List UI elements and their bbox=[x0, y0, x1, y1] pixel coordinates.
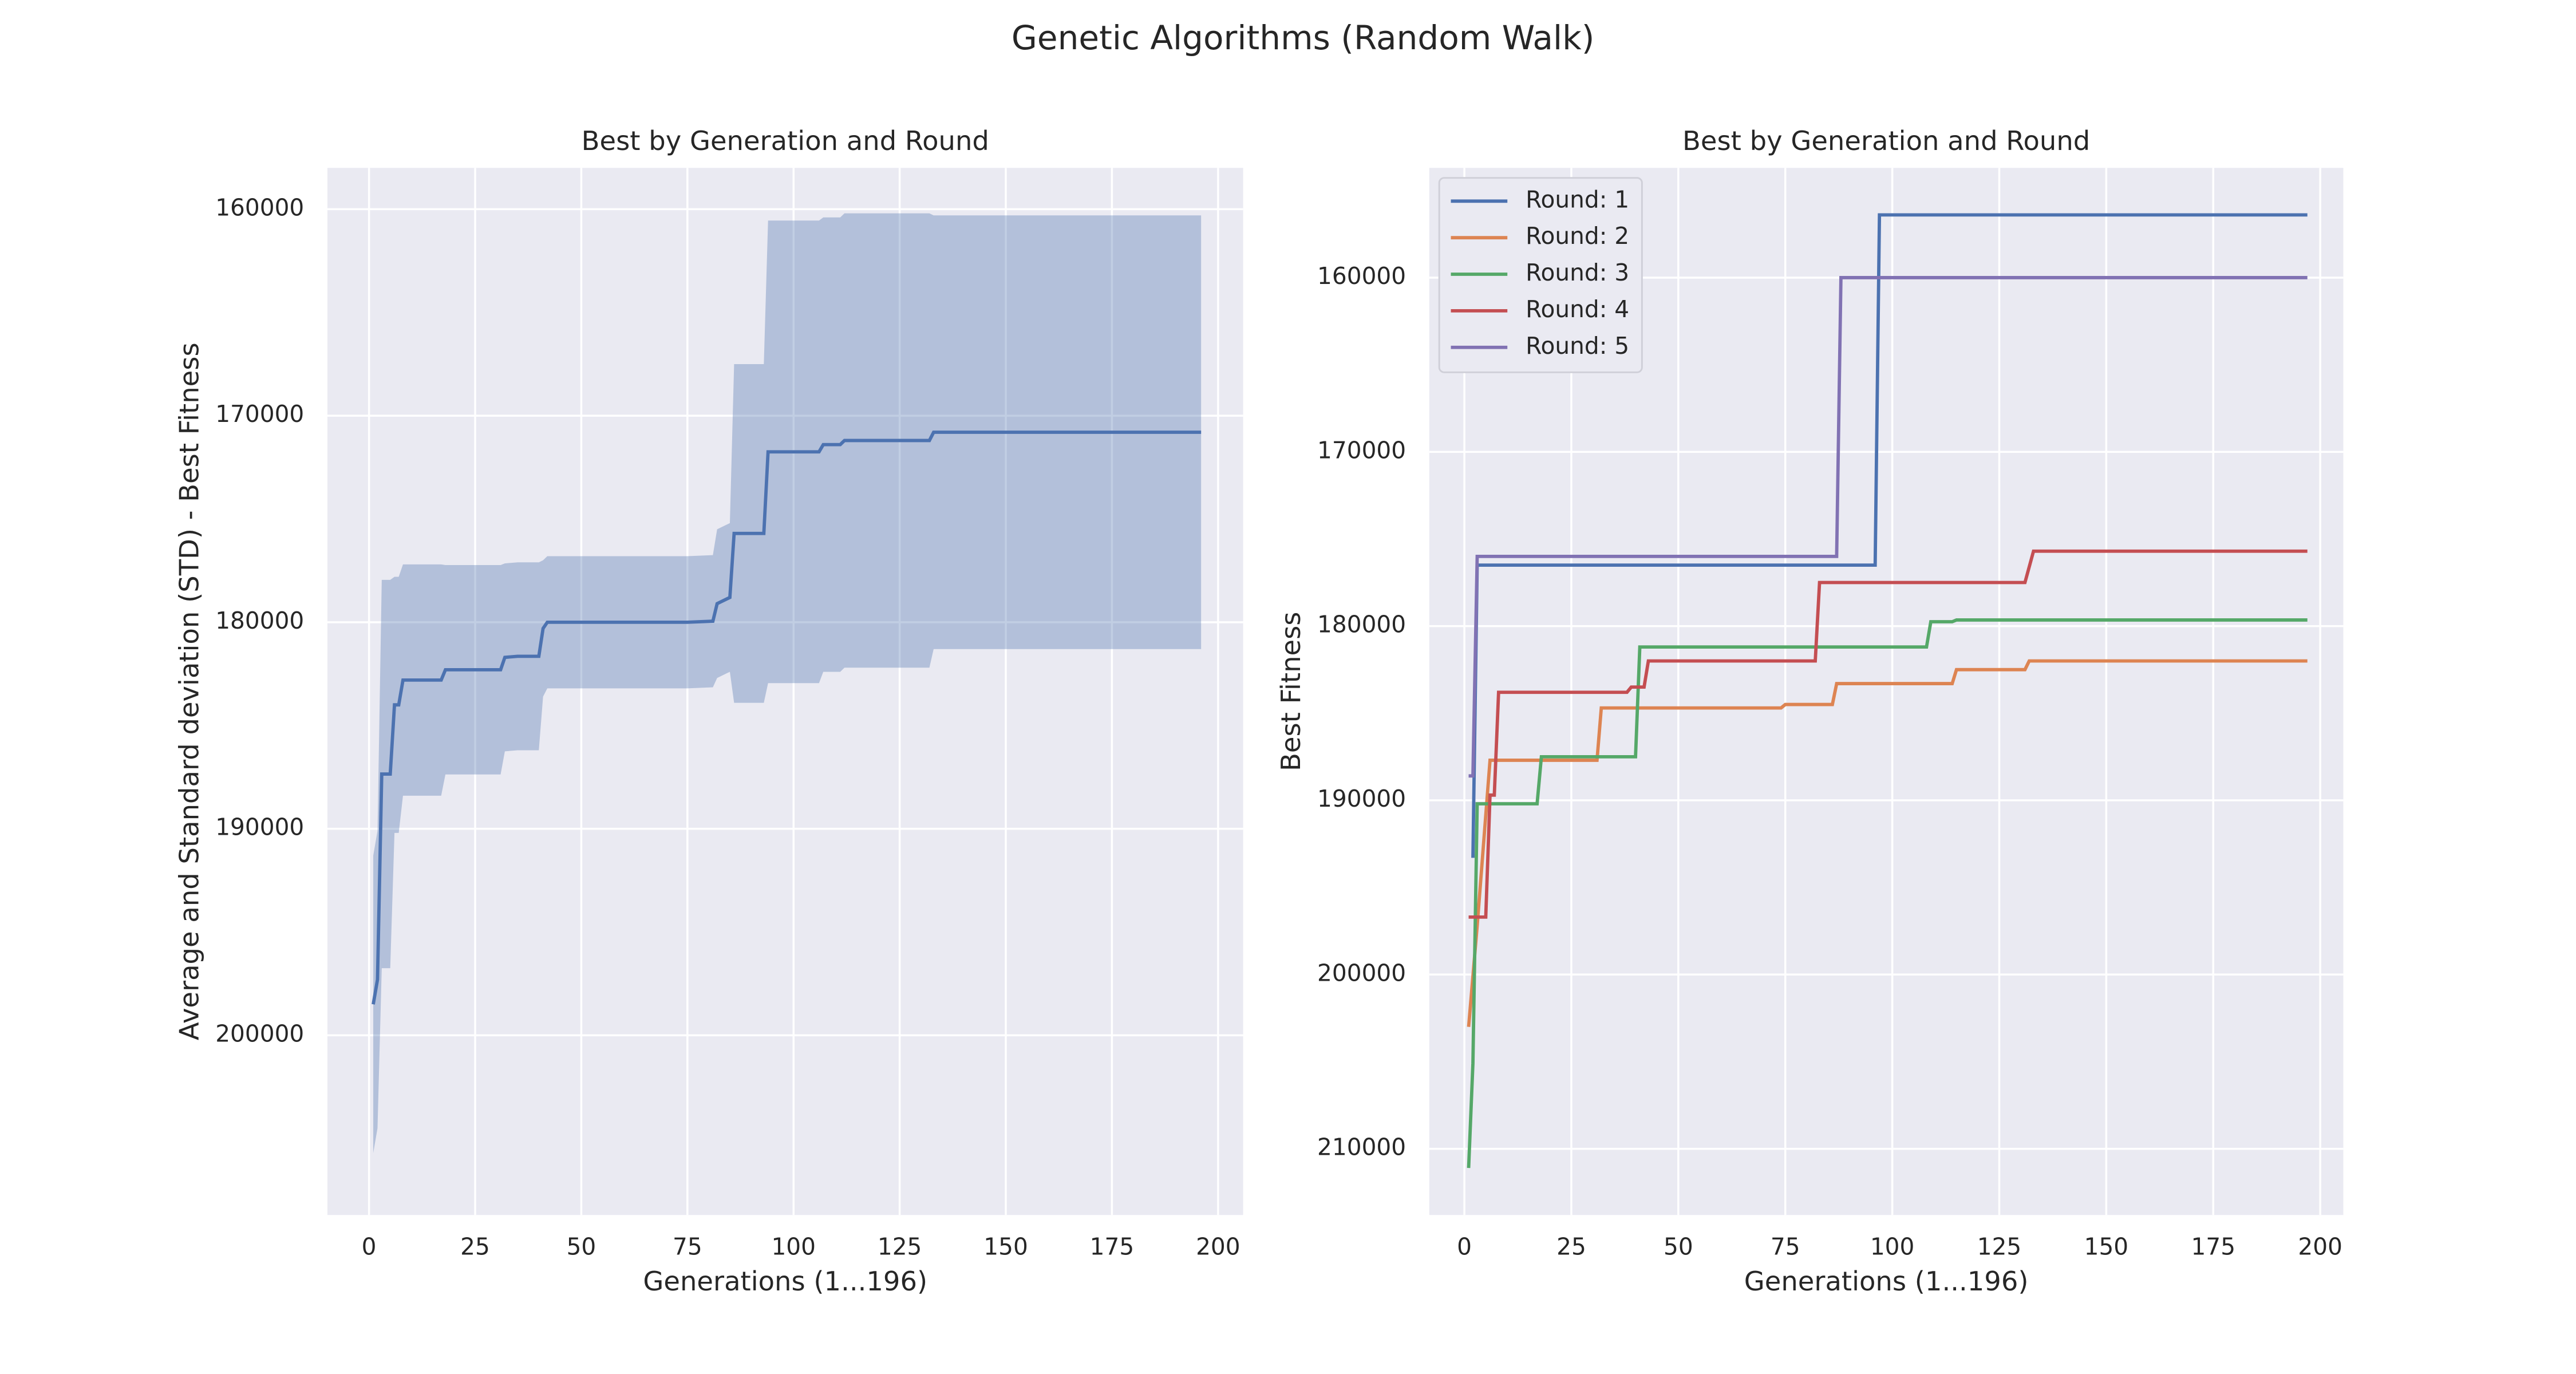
y-tick-label: 190000 bbox=[215, 814, 304, 841]
legend-box bbox=[1438, 177, 1643, 373]
x-tick-label: 0 bbox=[362, 1233, 377, 1260]
subplot: 0 25 50 75 100 125 150 175 200 160000 170000 180000… bbox=[173, 125, 1243, 1297]
x-tick-label: 150 bbox=[983, 1233, 1028, 1260]
series-line bbox=[1468, 276, 2308, 778]
series-line bbox=[1468, 549, 2308, 919]
series-line bbox=[1467, 659, 2308, 1027]
x-tick-label: 75 bbox=[1771, 1233, 1800, 1260]
legend: Round: 1 Round: 2 Round: 3 Round: 4 Round: 5 bbox=[1438, 177, 1643, 373]
x-axis-label: Generations (1...196) bbox=[643, 1266, 927, 1297]
y-tick-label: 160000 bbox=[215, 194, 304, 221]
x-tick-label: 175 bbox=[2191, 1233, 2236, 1260]
x-axis-label: Generations (1...196) bbox=[1744, 1266, 2029, 1297]
legend-label: Round: 5 bbox=[1526, 332, 1629, 360]
x-tick-label: 125 bbox=[878, 1233, 922, 1260]
x-tick-label: 0 bbox=[1457, 1233, 1472, 1260]
x-tick-label: 100 bbox=[1870, 1233, 1915, 1260]
subplot-title: Best by Generation and Round bbox=[1682, 125, 2090, 156]
x-tick-label: 25 bbox=[460, 1233, 490, 1260]
y-tick-label: 170000 bbox=[1317, 436, 1406, 464]
x-tick-label: 50 bbox=[567, 1233, 596, 1260]
x-tick-label: 200 bbox=[1196, 1233, 1240, 1260]
x-tick-label: 75 bbox=[673, 1233, 702, 1260]
series-line bbox=[372, 431, 1202, 1005]
x-tick-label: 200 bbox=[2298, 1233, 2342, 1260]
y-tick-label: 200000 bbox=[215, 1020, 304, 1047]
legend-label: Round: 4 bbox=[1526, 295, 1629, 323]
y-tick-label: 170000 bbox=[215, 400, 304, 428]
y-tick-label: 200000 bbox=[1317, 959, 1406, 986]
plot-background bbox=[327, 168, 1243, 1215]
x-tick-label: 25 bbox=[1556, 1233, 1586, 1260]
y-tick-label: 160000 bbox=[1317, 262, 1406, 290]
x-tick-label: 175 bbox=[1090, 1233, 1135, 1260]
x-tick-label: 100 bbox=[771, 1233, 816, 1260]
y-tick-label: 190000 bbox=[1317, 785, 1406, 812]
std-band bbox=[373, 213, 1202, 1154]
figure-title: Genetic Algorithms (Random Walk) bbox=[1012, 18, 1594, 57]
subplot: 0 25 50 75 100 125 150 175 200 160000 170000 180000… bbox=[1275, 125, 2344, 1297]
y-tick-label: 210000 bbox=[1317, 1134, 1406, 1161]
subplot-title: Best by Generation and Round bbox=[582, 125, 989, 156]
x-tick-label: 125 bbox=[1977, 1233, 2022, 1260]
x-tick-label: 150 bbox=[2084, 1233, 2129, 1260]
y-axis-label: Average and Standard deviation (STD) - B… bbox=[173, 342, 204, 1040]
legend-label: Round: 3 bbox=[1526, 259, 1629, 286]
series-line bbox=[1467, 618, 2308, 1168]
y-axis-label: Best Fitness bbox=[1275, 612, 1306, 771]
y-tick-label: 180000 bbox=[215, 607, 304, 634]
legend-label: Round: 2 bbox=[1526, 222, 1629, 250]
x-tick-label: 50 bbox=[1664, 1233, 1693, 1260]
legend-label: Round: 1 bbox=[1526, 185, 1629, 213]
y-tick-label: 180000 bbox=[1317, 611, 1406, 638]
